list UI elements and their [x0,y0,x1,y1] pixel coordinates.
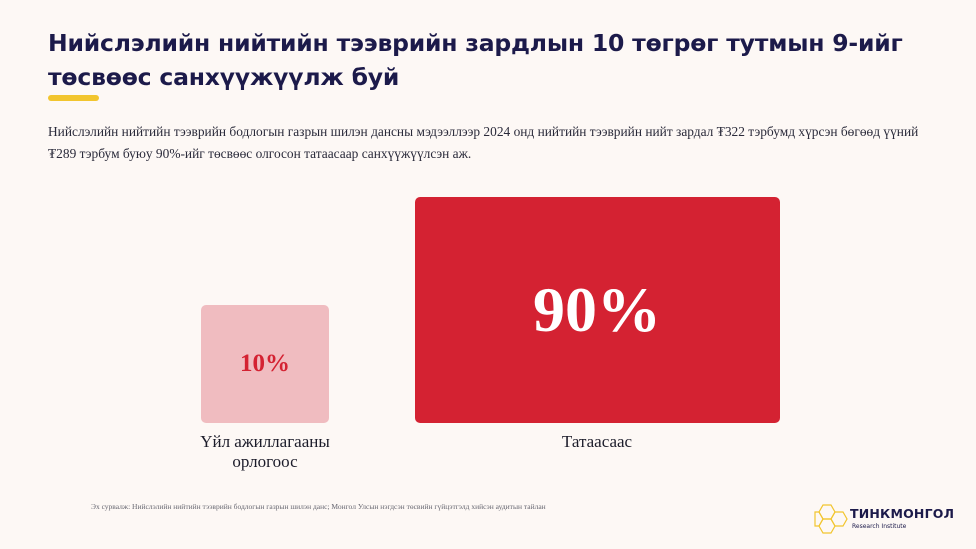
bar-1: 10% [201,304,329,423]
title-accent-bar [48,95,99,101]
logo: ТИНКМОНГОЛ Research Institute [814,504,964,534]
bar-value-label: 10% [240,349,290,377]
bar-2: 90% [414,197,780,423]
source-note: Эх сурвалж: Нийслэлийн нийтийн тээврийн … [91,502,546,511]
page-subtitle: Нийслэлийн нийтийн тээврийн бодлогын газ… [48,124,919,161]
bar-value-label: 90% [533,274,661,345]
logo-name: ТИНКМОНГОЛ [850,506,955,521]
page-title: Нийслэлийн нийтийн тээврийн зардлын 10 т… [48,29,903,91]
logo-tagline: Research Institute [852,523,907,530]
category-label: Татаасаас [561,432,633,451]
category-label: Үйл ажиллагааны орлогоос [200,432,330,471]
hexagon-logo-icon [814,504,848,534]
